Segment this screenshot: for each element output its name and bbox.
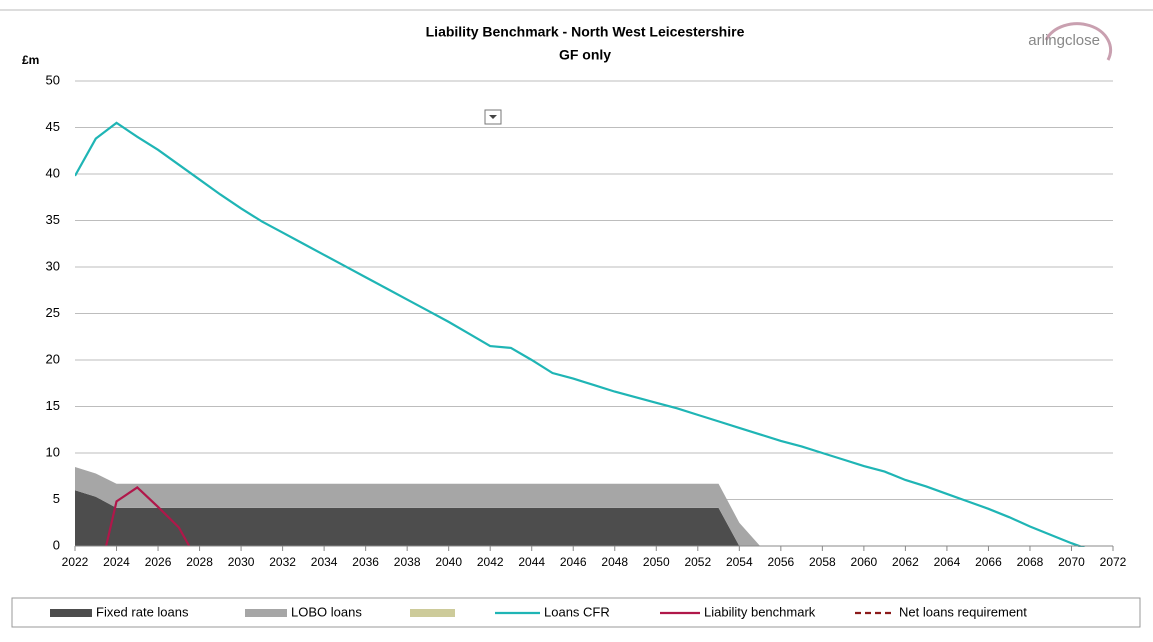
legend-label: LOBO loans [291,604,362,619]
legend-label: Liability benchmark [704,604,816,619]
y-tick-label: 0 [53,537,60,552]
logo-text: arlingclose [1028,32,1100,49]
y-tick-label: 50 [46,72,60,87]
x-tick-label: 2060 [851,555,878,569]
x-tick-label: 2028 [186,555,213,569]
x-tick-label: 2050 [643,555,670,569]
x-tick-label: 2036 [352,555,379,569]
y-tick-label: 30 [46,258,60,273]
dropdown-icon[interactable] [484,109,502,125]
y-tick-label: 10 [46,444,60,459]
x-tick-label: 2048 [601,555,628,569]
legend-swatch [410,609,455,617]
x-tick-label: 2022 [62,555,89,569]
x-tick-label: 2032 [269,555,296,569]
y-tick-label: 35 [46,212,60,227]
y-tick-label: 40 [46,165,60,180]
x-tick-label: 2034 [311,555,338,569]
legend-box [11,597,1141,628]
x-tick-label: 2066 [975,555,1002,569]
x-tick-label: 2058 [809,555,836,569]
y-tick-label: 15 [46,398,60,413]
logo: arlingclose [1028,22,1112,61]
line [75,121,1086,547]
legend-label: Net loans requirement [899,604,1027,619]
x-tick-label: 2072 [1100,555,1127,569]
x-tick-label: 2046 [560,555,587,569]
chart-subtitle: GF only [559,47,611,63]
area [75,490,1113,546]
x-tick-label: 2038 [394,555,421,569]
x-tick-label: 2068 [1017,555,1044,569]
x-tick-label: 2052 [684,555,711,569]
x-tick-label: 2026 [145,555,172,569]
y-tick-label: 20 [46,351,60,366]
x-tick-label: 2054 [726,555,753,569]
y-tick-label: 5 [53,491,60,506]
plot-area [75,121,1113,547]
y-tick-label: 45 [46,119,60,134]
x-tick-label: 2062 [892,555,919,569]
x-tick-label: 2030 [228,555,255,569]
y-axis-label: £m [22,53,39,67]
area [75,466,1113,546]
x-tick-label: 2040 [435,555,462,569]
y-tick-label: 25 [46,305,60,320]
legend-swatch [50,609,92,617]
legend-swatch [245,609,287,617]
x-tick-label: 2070 [1058,555,1085,569]
chart-title: Liability Benchmark - North West Leicest… [426,24,745,40]
x-tick-label: 2024 [103,555,130,569]
x-tick-label: 2042 [477,555,504,569]
x-tick-label: 2064 [934,555,961,569]
x-tick-label: 2044 [518,555,545,569]
legend-label: Loans CFR [544,604,610,619]
x-tick-label: 2056 [767,555,794,569]
line [105,486,191,547]
legend-label: Fixed rate loans [96,604,189,619]
